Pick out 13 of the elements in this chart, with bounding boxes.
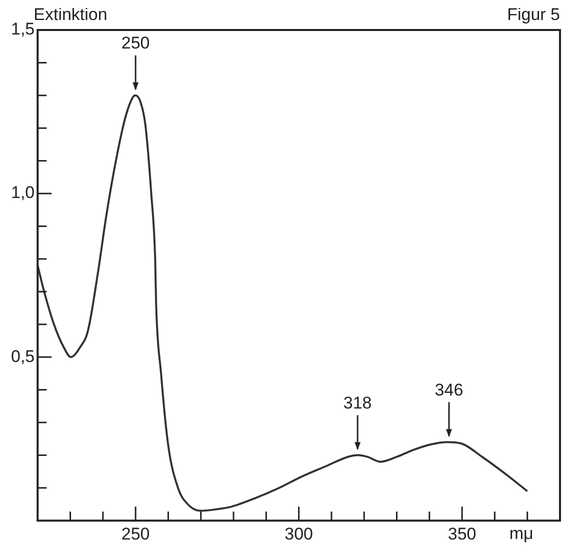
y-tick-label: 0,5 <box>10 346 35 366</box>
line-series <box>38 94 528 512</box>
x-tick-label: 300 <box>284 524 314 544</box>
annotation: 318 <box>343 393 372 412</box>
x-tick-label: 250 <box>121 524 150 544</box>
annotation: 346 <box>434 380 464 400</box>
annotation: 250 <box>121 34 150 53</box>
chart-title: Figur 5 <box>507 5 560 24</box>
x-axis-title: mμ <box>509 524 534 543</box>
y-tick-label: 1,0 <box>10 183 35 202</box>
x-tick-label: 350 <box>448 524 476 544</box>
y-tick-label: 1,5 <box>10 20 35 39</box>
y-axis-title: Extinktion <box>34 5 108 24</box>
